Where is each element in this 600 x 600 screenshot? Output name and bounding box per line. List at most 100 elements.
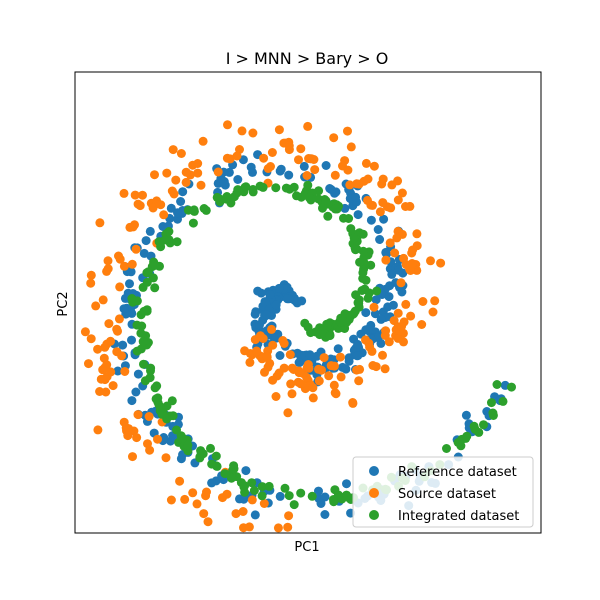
scatter-point: [286, 379, 296, 389]
scatter-point: [223, 120, 232, 130]
scatter-point: [265, 290, 275, 299]
scatter-point: [154, 237, 164, 247]
scatter-point: [271, 183, 281, 193]
scatter-point: [369, 161, 379, 171]
scatter-point: [385, 238, 395, 248]
scatter-point: [220, 180, 230, 190]
scatter-point: [274, 283, 284, 293]
scatter-point: [380, 331, 390, 340]
scatter-point: [125, 279, 134, 289]
scatter-point: [387, 180, 397, 190]
scatter-point: [189, 205, 199, 215]
scatter-point: [355, 257, 365, 267]
scatter-point: [363, 174, 373, 184]
scatter-point: [233, 175, 243, 184]
scatter-point: [183, 440, 193, 450]
scatter-point: [250, 510, 260, 520]
scatter-point: [305, 350, 315, 360]
scatter-point: [320, 492, 330, 502]
scatter-point: [108, 381, 118, 391]
x-axis-label: PC1: [294, 540, 319, 555]
scatter-point: [361, 335, 370, 345]
scatter-point: [162, 168, 172, 178]
legend-label-reference: Reference dataset: [398, 465, 517, 480]
scatter-point: [211, 461, 221, 471]
scatter-point: [366, 215, 376, 225]
scatter-point: [151, 394, 161, 404]
scatter-point: [248, 128, 258, 138]
scatter-point: [192, 499, 202, 509]
scatter-point: [268, 375, 278, 385]
scatter-point: [284, 170, 294, 180]
scatter-point: [408, 245, 418, 255]
scatter-point: [353, 339, 363, 349]
scatter-point: [315, 330, 325, 340]
scatter-point: [296, 379, 306, 389]
scatter-point: [222, 192, 232, 201]
scatter-point: [197, 449, 207, 459]
scatter-point: [336, 372, 346, 382]
scatter-point: [131, 387, 141, 397]
scatter-point: [352, 179, 362, 189]
legend-box: [352, 456, 534, 528]
scatter-point: [412, 229, 422, 239]
scatter-point: [397, 287, 407, 297]
scatter-point: [436, 258, 446, 268]
legend-marker-source: [369, 488, 379, 498]
scatter-point: [333, 203, 342, 213]
scatter-point: [114, 314, 124, 324]
scatter-point: [330, 170, 340, 180]
scatter-point: [340, 156, 350, 166]
scatter-point: [201, 205, 211, 215]
scatter-point: [143, 267, 153, 277]
scatter-point: [173, 214, 182, 224]
scatter-point: [330, 388, 340, 398]
scatter-point: [132, 346, 142, 356]
scatter-point: [131, 244, 141, 254]
scatter-point: [206, 443, 215, 453]
scatter-point: [349, 233, 359, 243]
scatter-point: [278, 336, 288, 345]
scatter-point: [333, 344, 343, 354]
scatter-point: [212, 192, 222, 202]
scatter-point: [369, 302, 379, 312]
scatter-point: [390, 248, 400, 258]
scatter-point: [397, 321, 407, 331]
scatter-point: [324, 371, 334, 381]
scatter-point: [346, 142, 356, 152]
scatter-point: [330, 485, 340, 495]
scatter-point: [417, 320, 427, 329]
scatter-point: [279, 363, 289, 373]
scatter-point: [112, 347, 122, 357]
scatter-point: [135, 201, 145, 211]
y-axis-label: PC2: [56, 291, 71, 316]
scatter-point: [161, 453, 171, 463]
scatter-point: [86, 278, 96, 288]
scatter-point: [296, 144, 306, 154]
scatter-point: [132, 296, 142, 306]
scatter-point: [263, 164, 273, 173]
scatter-point: [86, 270, 96, 280]
scatter-point: [428, 307, 438, 317]
scatter-point: [119, 188, 129, 198]
scatter-point: [138, 190, 147, 200]
series-source-dataset: [80, 120, 446, 533]
scatter-point: [222, 153, 232, 163]
scatter-point: [283, 408, 293, 418]
scatter-point: [93, 344, 103, 354]
scatter-point: [86, 334, 96, 344]
scatter-point: [276, 164, 286, 174]
scatter-point: [188, 488, 198, 498]
scatter-point: [100, 375, 110, 385]
scatter-point: [139, 359, 148, 369]
scatter-point: [164, 227, 174, 236]
scatter-point: [360, 284, 370, 294]
scatter-point: [336, 317, 346, 327]
scatter-point: [343, 126, 352, 136]
scatter-point: [144, 412, 154, 421]
scatter-point: [95, 218, 105, 228]
scatter-point: [123, 431, 133, 441]
scatter-point: [351, 192, 361, 202]
scatter-point: [227, 473, 236, 483]
scatter-point: [248, 187, 258, 197]
